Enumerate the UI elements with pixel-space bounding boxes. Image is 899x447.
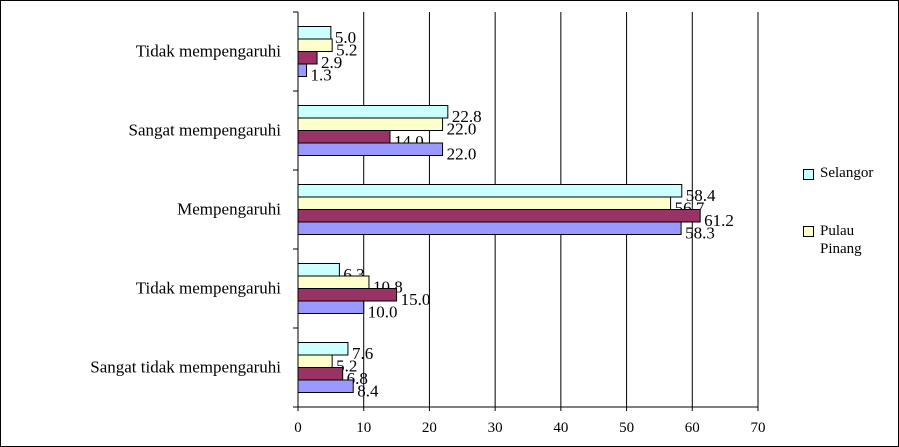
x-tick-label-60: 60 xyxy=(685,420,700,436)
x-tick-label-50: 50 xyxy=(619,420,634,436)
bar-series3-cat3 xyxy=(297,142,444,156)
category-label-mempengaruhi-2: Mempengaruhi xyxy=(177,200,281,219)
bar-series2-cat3 xyxy=(297,130,391,144)
bar-series2-cat2 xyxy=(297,209,701,223)
x-tick-label-40: 40 xyxy=(553,420,568,436)
value-label-series3-cat0: 8.4 xyxy=(357,382,379,401)
legend-swatch-pulau-pinang xyxy=(803,226,814,237)
category-label-tidak-mempengaruhi-4: Tidak mempengaruhi xyxy=(136,42,282,61)
bar-series0-cat4 xyxy=(297,26,332,40)
category-label-tidak-mempengaruhi-1: Tidak mempengaruhi xyxy=(136,279,282,298)
bar-series1-cat2 xyxy=(297,196,672,210)
bar-series1-cat0 xyxy=(297,354,333,368)
value-label-series1-cat3: 22.0 xyxy=(447,120,477,139)
bar-series1-cat4 xyxy=(297,38,333,52)
bar-series0-cat0 xyxy=(297,342,349,356)
value-label-series2-cat1: 15.0 xyxy=(401,290,431,309)
bar-series2-cat1 xyxy=(297,288,398,302)
bar-series3-cat1 xyxy=(297,300,365,314)
legend-label-pinang: Pinang xyxy=(820,241,862,257)
bar-series2-cat4 xyxy=(297,51,318,65)
x-tick-label-0: 0 xyxy=(294,420,302,436)
value-label-series0-cat2: 58.4 xyxy=(686,186,716,205)
value-label-series0-cat4: 5.0 xyxy=(335,28,356,47)
value-label-series3-cat3: 22.0 xyxy=(447,145,477,164)
x-tick-label-70: 70 xyxy=(751,420,766,436)
value-label-series0-cat3: 22.8 xyxy=(452,107,482,126)
legend-swatch-selangor xyxy=(803,169,814,180)
bar-series1-cat1 xyxy=(297,275,370,289)
value-label-series0-cat0: 7.6 xyxy=(352,344,373,363)
value-label-series3-cat2: 58.3 xyxy=(685,224,715,243)
value-label-series3-cat4: 1.3 xyxy=(311,66,332,85)
bar-series3-cat2 xyxy=(297,221,682,235)
bar-series0-cat2 xyxy=(297,184,683,198)
legend-label-selangor: Selangor xyxy=(820,165,874,181)
category-label-sangat-tidak-mempengaruhi-0: Sangat tidak mempengaruhi xyxy=(90,358,281,377)
legend-label-pulau: Pulau xyxy=(820,223,855,239)
x-tick-label-30: 30 xyxy=(488,420,503,436)
bar-series0-cat3 xyxy=(297,105,449,119)
value-label-series1-cat4: 5.2 xyxy=(336,41,357,60)
x-tick-label-10: 10 xyxy=(356,420,371,436)
bar-series2-cat0 xyxy=(297,367,344,381)
value-label-series3-cat1: 10.0 xyxy=(368,303,398,322)
bar-series3-cat0 xyxy=(297,379,354,393)
value-label-series2-cat4: 2.9 xyxy=(321,53,342,72)
category-label-sangat-mempengaruhi-3: Sangat mempengaruhi xyxy=(129,121,282,140)
bar-series3-cat4 xyxy=(297,63,308,77)
x-tick-label-20: 20 xyxy=(422,420,437,436)
bar-series0-cat1 xyxy=(297,263,340,277)
value-label-series2-cat2: 61.2 xyxy=(704,211,734,230)
bar-series1-cat3 xyxy=(297,117,444,131)
